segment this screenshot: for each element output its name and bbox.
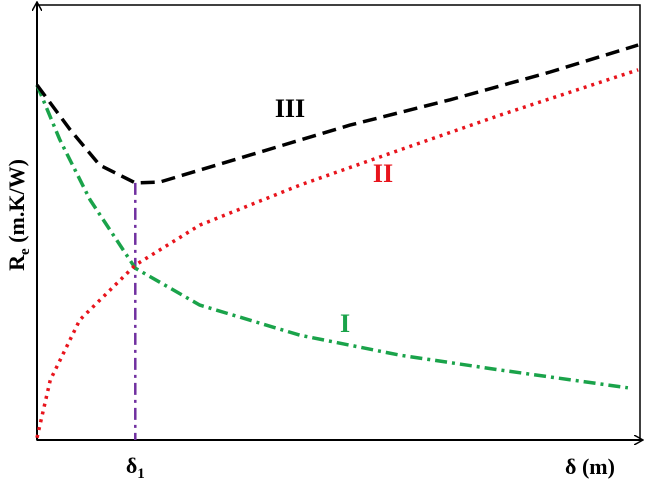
series-line — [35, 68, 639, 439]
x-tick-label-main: δ — [126, 453, 137, 478]
series-line — [35, 43, 639, 185]
x-axis-label: δ (m) — [565, 454, 615, 479]
x-tick-label: δ1 — [126, 453, 145, 482]
series-label: II — [373, 159, 393, 188]
series-label: I — [340, 309, 350, 338]
y-axis-label: Re (m.K/W) — [4, 159, 33, 271]
x-tick-label-sub: 1 — [137, 466, 145, 482]
series-line — [35, 84, 629, 390]
series-label: III — [275, 94, 305, 123]
plot-frame — [36, 4, 641, 441]
